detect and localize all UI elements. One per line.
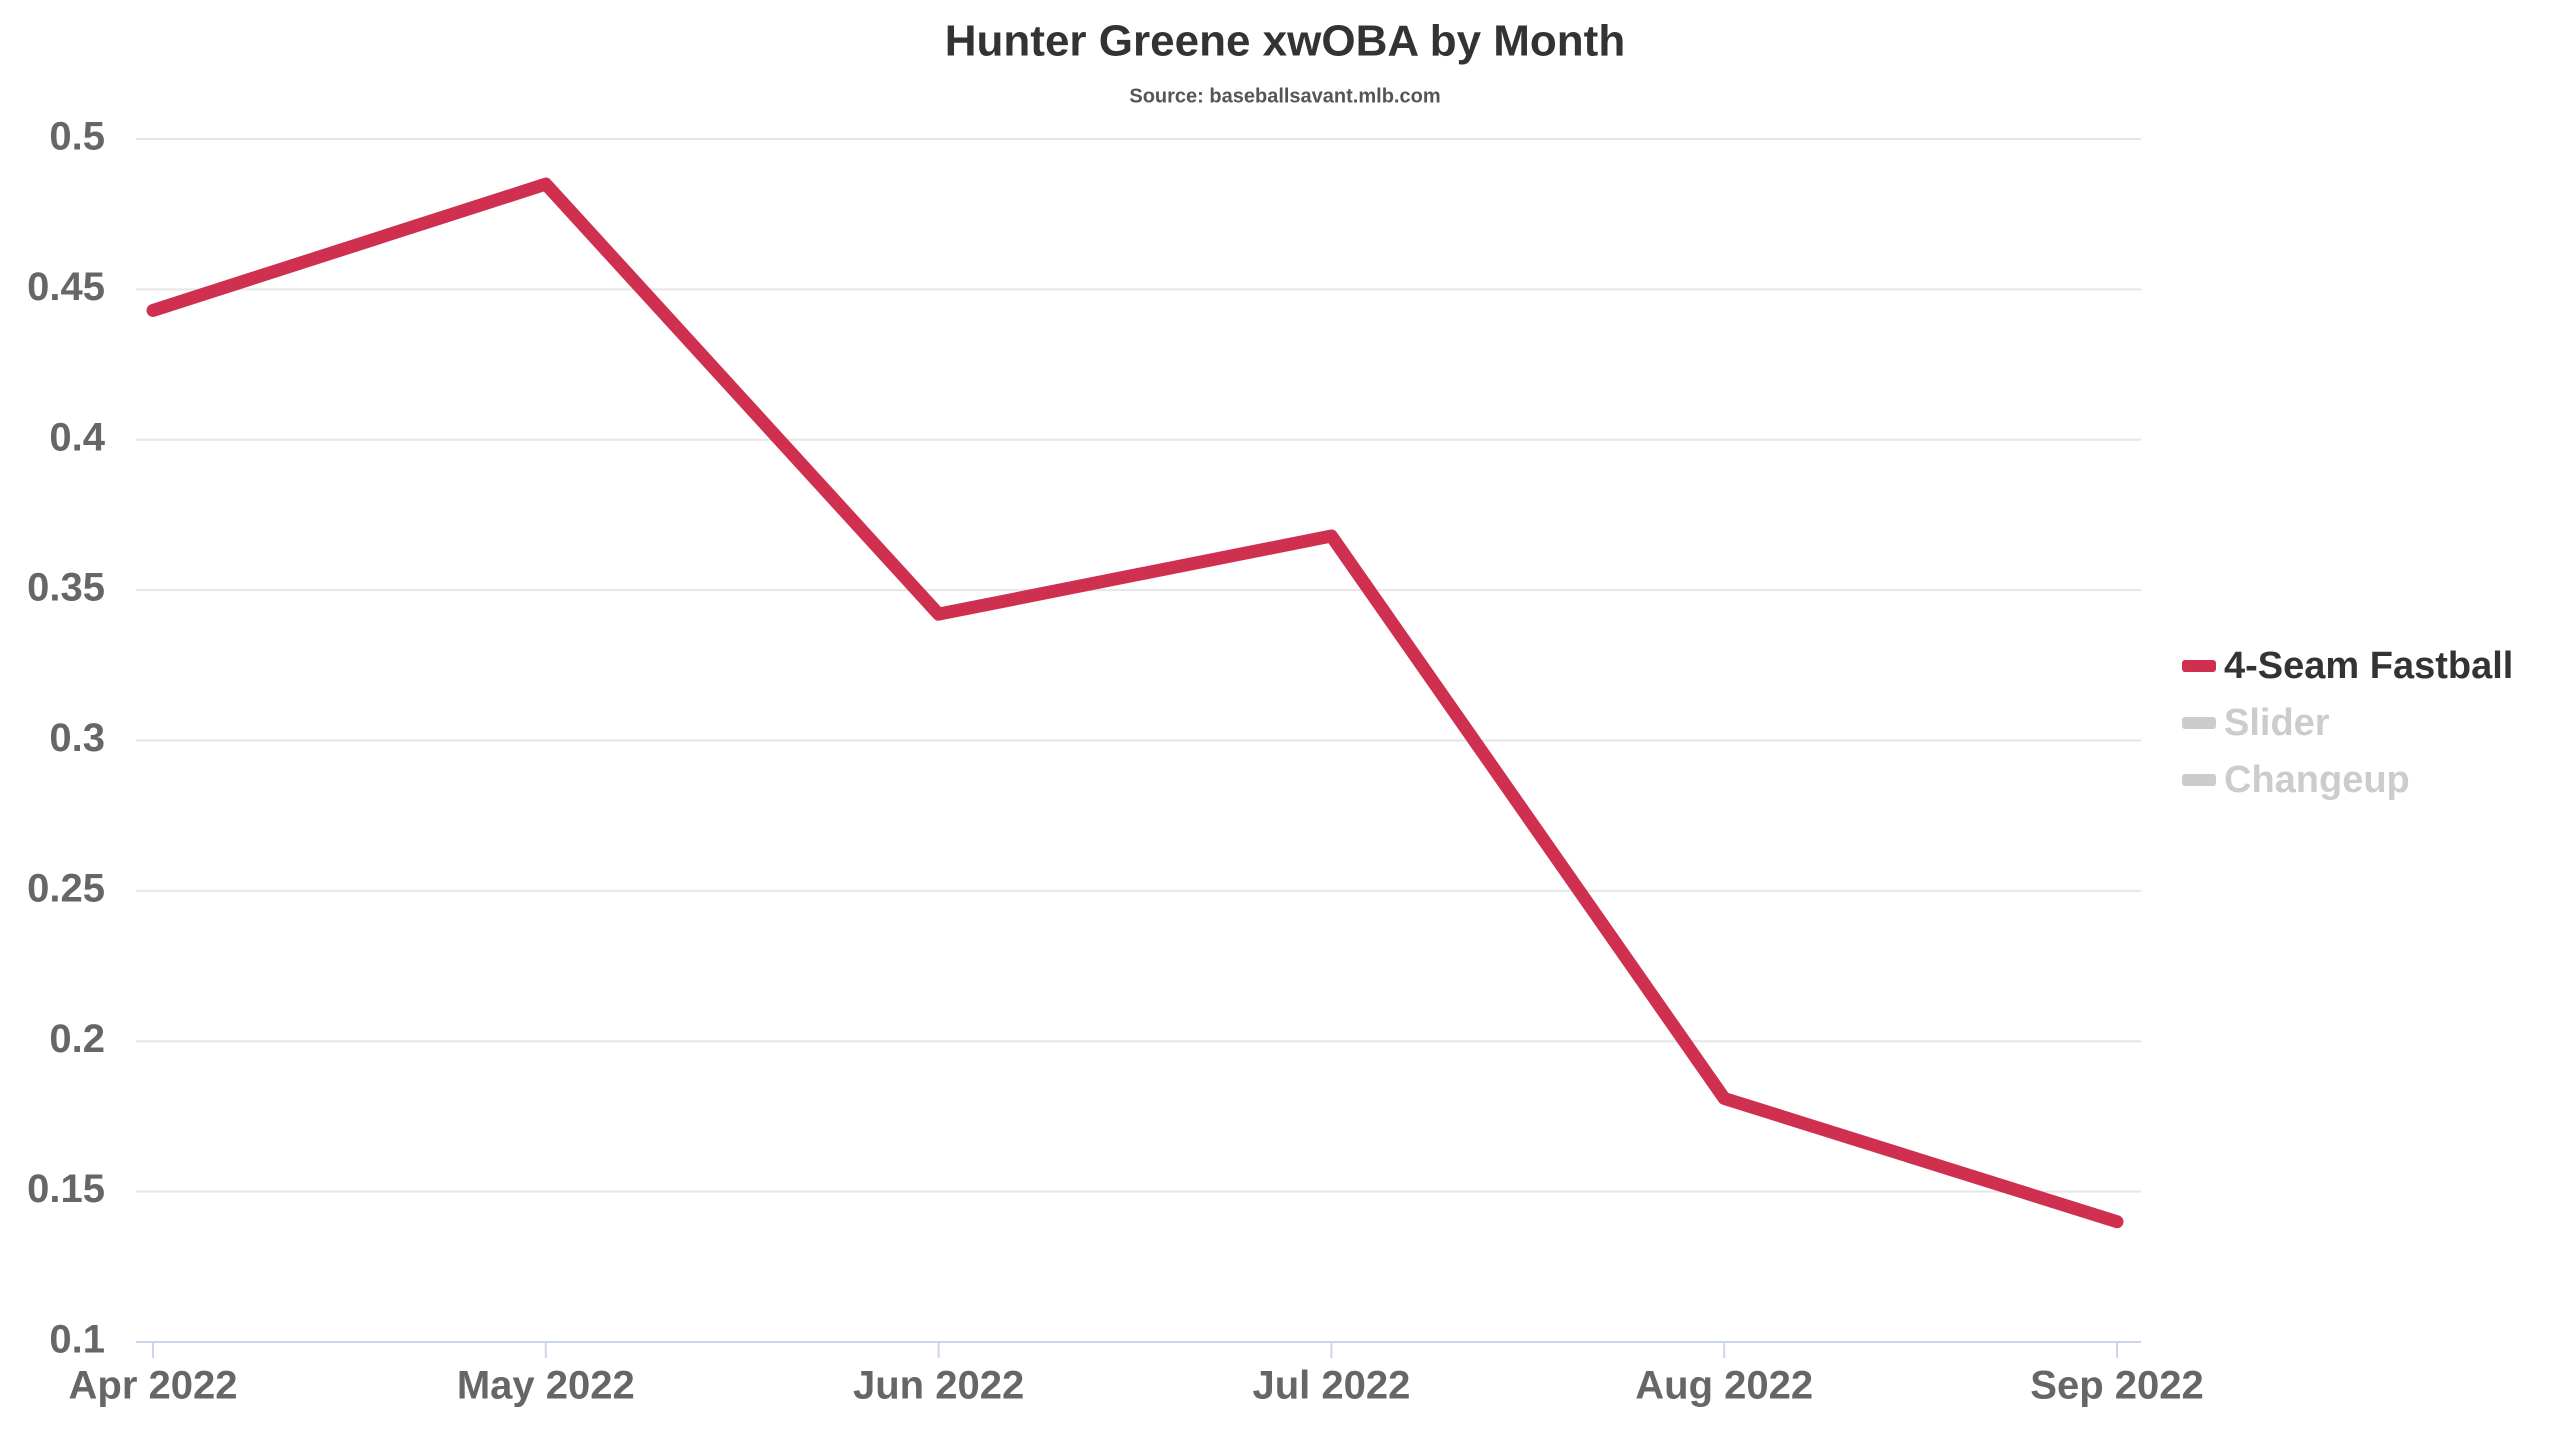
legend-swatch bbox=[2182, 774, 2216, 786]
legend-swatch bbox=[2182, 660, 2216, 672]
y-tick-label: 0.5 bbox=[49, 115, 105, 159]
y-tick-label: 0.1 bbox=[49, 1318, 105, 1362]
x-tick-label: May 2022 bbox=[457, 1364, 635, 1408]
x-tick-label: Jun 2022 bbox=[853, 1364, 1024, 1408]
y-tick-label: 0.25 bbox=[27, 866, 105, 910]
x-tick-label: Aug 2022 bbox=[1635, 1364, 1813, 1408]
x-tick-label: Apr 2022 bbox=[69, 1364, 238, 1408]
x-tick-label: Sep 2022 bbox=[2030, 1364, 2203, 1408]
y-tick-label: 0.3 bbox=[49, 716, 105, 760]
y-tick-label: 0.15 bbox=[27, 1167, 105, 1211]
line-series bbox=[146, 177, 2124, 1229]
chart-title: Hunter Greene xwOBA by Month bbox=[945, 17, 1625, 66]
x-tick-label: Jul 2022 bbox=[1252, 1364, 1410, 1408]
legend-label[interactable]: Slider bbox=[2224, 702, 2330, 744]
legend-swatch bbox=[2182, 717, 2216, 729]
y-tick-label: 0.35 bbox=[27, 566, 105, 610]
y-tick-label: 0.4 bbox=[49, 415, 105, 459]
chart-subtitle: Source: baseballsavant.mlb.com bbox=[1129, 85, 1440, 107]
legend-label[interactable]: Changeup bbox=[2224, 759, 2410, 801]
legend-label[interactable]: 4-Seam Fastball bbox=[2224, 645, 2513, 687]
y-tick-label: 0.2 bbox=[49, 1017, 105, 1061]
y-tick-label: 0.45 bbox=[27, 265, 105, 309]
